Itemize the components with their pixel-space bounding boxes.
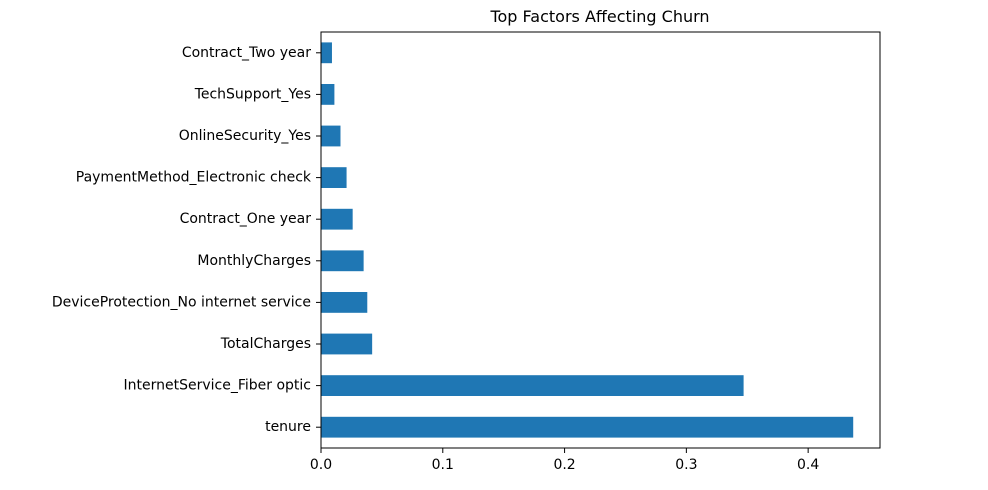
bar-9 [321, 42, 332, 64]
y-axis-ticks: tenure InternetService_Fiber optic TotalCh… [52, 45, 321, 435]
plot-frame [320, 31, 881, 449]
x-tick-label-2: 0.2 [553, 457, 575, 473]
x-tick-label-4: 0.4 [797, 457, 819, 473]
bar-8 [321, 84, 335, 105]
x-tick-label-3: 0.3 [675, 457, 697, 473]
bar-7 [321, 125, 341, 147]
bar-5 [321, 208, 353, 230]
y-tick-label-6: PaymentMethod_Electronic check [76, 170, 312, 186]
y-tick-label-0: tenure [265, 419, 311, 435]
x-tick-label-1: 0.1 [432, 457, 454, 473]
y-tick-label-5: Contract_One year [180, 211, 312, 227]
bar-4 [321, 250, 364, 272]
bar-6 [321, 167, 347, 188]
y-tick-label-3: DeviceProtection_No internet service [52, 294, 311, 310]
y-tick-label-8: TechSupport_Yes [194, 86, 311, 102]
y-tick-label-2: TotalCharges [220, 336, 311, 352]
bar-2 [321, 333, 373, 355]
y-tick-label-7: OnlineSecurity_Yes [179, 128, 311, 144]
bar-3 [321, 292, 368, 313]
x-axis-ticks: 0.0 0.1 0.2 0.3 0.4 [310, 448, 819, 473]
y-tick-label-4: MonthlyCharges [197, 253, 311, 269]
y-tick-label-9: Contract_Two year [182, 45, 311, 61]
x-tick-label-0: 0.0 [310, 457, 332, 473]
y-tick-label-1: InternetService_Fiber optic [124, 378, 312, 394]
bar-0 [321, 416, 854, 438]
bar-1 [321, 375, 744, 396]
bars-group [321, 42, 854, 438]
chart-title: Top Factors Affecting Churn [489, 7, 709, 26]
